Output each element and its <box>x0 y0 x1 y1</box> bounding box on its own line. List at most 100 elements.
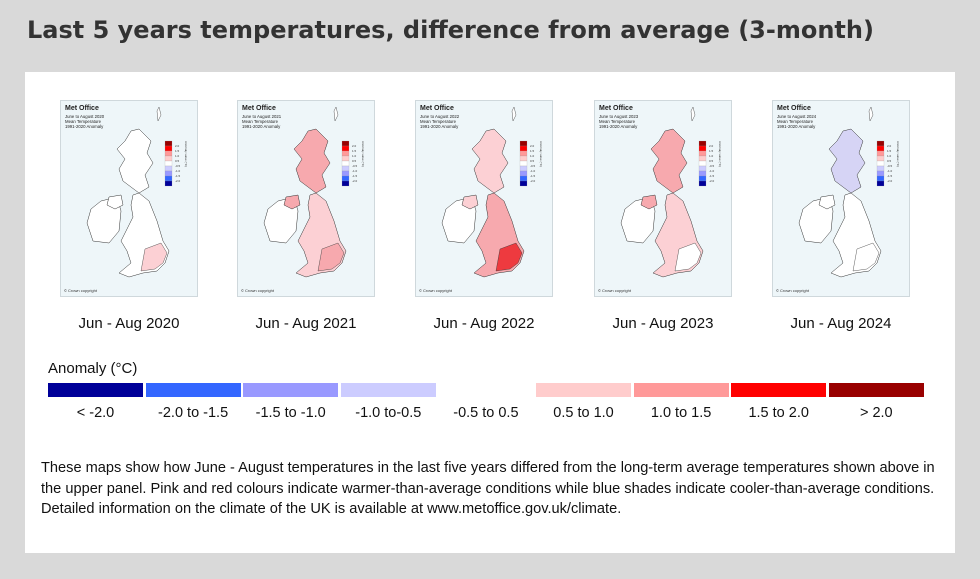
shetland-islands <box>690 106 696 122</box>
colorbar-tick: 2.0 <box>530 144 535 148</box>
colorbar-segment <box>341 160 350 167</box>
page-title: Last 5 years temperatures, difference fr… <box>27 16 874 44</box>
colorbar-segment <box>519 165 528 172</box>
colorbar-tick: -1.0 <box>175 169 181 173</box>
colorbar-tick: -1.0 <box>352 169 358 173</box>
colorbar-segment <box>876 165 885 172</box>
colorbar-tick: -0.5 <box>352 164 358 168</box>
south-east-region <box>317 242 345 272</box>
colorbar-tick: 2.0 <box>709 144 714 148</box>
colorbar-tick: 1.0 <box>887 154 892 158</box>
colorbar-segment <box>876 140 885 147</box>
colorbar-segment <box>876 170 885 177</box>
colorbar-segment <box>341 175 350 182</box>
shetland-islands <box>511 106 517 122</box>
northern-ireland-region <box>461 194 479 210</box>
colorbar-label: Anomaly value (°C) <box>896 141 900 167</box>
anomaly-map-1: 2.0 1.5 1.0 0.5 -0.5 -1.0 -1.5 -2.0 Anomaly val… <box>60 100 198 297</box>
legend-label: 1.0 to 1.5 <box>650 405 712 421</box>
infographic-panel: Anomaly (°C) < -2.0 -2.0 to -1.5 -1.5 to -… <box>25 72 955 553</box>
legend-swatch <box>438 383 534 397</box>
map-header: June to August 2023 Mean Temperature 1991-… <box>599 114 639 129</box>
colorbar-tick: -2.0 <box>887 179 893 183</box>
anomaly-map-5: 2.0 1.5 1.0 0.5 -0.5 -1.0 -1.5 -2.0 Anomaly val… <box>772 100 910 297</box>
legend-label: 1.5 to 2.0 <box>748 405 809 421</box>
colorbar-segment <box>341 170 350 177</box>
colorbar-segment <box>876 160 885 167</box>
colorbar-segment <box>164 150 173 157</box>
colorbar-tick: 1.5 <box>709 149 714 153</box>
colorbar-segment <box>698 180 707 187</box>
anomaly-map-4: 2.0 1.5 1.0 0.5 -0.5 -1.0 -1.5 -2.0 Anomaly val… <box>594 100 732 297</box>
colorbar-segment <box>164 165 173 172</box>
map-caption: Jun - Aug 2024 <box>790 315 892 332</box>
legend-label: < -2.0 <box>76 405 115 421</box>
met-office-logo: Met Office <box>242 105 276 112</box>
south-east-region <box>140 242 168 272</box>
description-text: These maps show how June - August temper… <box>41 460 935 517</box>
legend-swatch <box>340 383 436 397</box>
colorbar-tick: -0.5 <box>175 164 181 168</box>
colorbar-segment <box>341 145 350 152</box>
colorbar-segment <box>698 155 707 162</box>
legend-label: -2.0 to -1.5 <box>158 405 229 421</box>
legend-title: Anomaly (°C) <box>48 360 138 377</box>
copyright-text: © Crown copyright <box>776 288 809 293</box>
colorbar-tick: -2.0 <box>175 179 181 183</box>
colorbar-tick: -2.0 <box>352 179 358 183</box>
colorbar-segment <box>164 140 173 147</box>
colorbar-tick: 1.0 <box>175 154 180 158</box>
colorbar-segment <box>698 150 707 157</box>
map-header: June to August 2024 Mean Temperature 1991-… <box>777 114 817 129</box>
colorbar-tick: 0.5 <box>530 159 535 163</box>
scotland-region <box>650 128 688 194</box>
colorbar-segment <box>519 145 528 152</box>
legend-swatch <box>536 383 631 397</box>
colorbar-segment <box>698 140 707 147</box>
colorbar-segment <box>876 175 885 182</box>
northern-ireland-region <box>818 194 836 210</box>
legend-swatch <box>731 383 827 397</box>
colorbar-segment <box>519 180 528 187</box>
colorbar-segment <box>876 180 885 187</box>
south-east-region <box>852 242 880 272</box>
met-office-logo: Met Office <box>65 105 99 112</box>
colorbar-tick: -1.0 <box>887 169 893 173</box>
scotland-region <box>116 128 154 194</box>
colorbar-segment <box>341 180 350 187</box>
scotland-region <box>293 128 331 194</box>
colorbar-segment <box>341 155 350 162</box>
anomaly-map-2: 2.0 1.5 1.0 0.5 -0.5 -1.0 -1.5 -2.0 Anomaly val… <box>237 100 375 297</box>
colorbar-tick: 1.0 <box>709 154 714 158</box>
legend-label: -0.5 to 0.5 <box>453 405 519 421</box>
copyright-text: © Crown copyright <box>64 288 97 293</box>
colorbar-tick: 2.0 <box>887 144 892 148</box>
map-header: June to August 2022 Mean Temperature 1991-… <box>420 114 460 129</box>
colorbar-segment <box>519 160 528 167</box>
colorbar-tick: -1.0 <box>709 169 715 173</box>
colorbar-tick: -1.5 <box>709 174 715 178</box>
copyright-text: © Crown copyright <box>419 288 452 293</box>
colorbar-tick: 1.5 <box>352 149 357 153</box>
colorbar-tick: 0.5 <box>175 159 180 163</box>
colorbar-segment <box>698 160 707 167</box>
colorbar-tick: -2.0 <box>530 179 536 183</box>
colorbar-segment <box>164 170 173 177</box>
colorbar-tick: 2.0 <box>175 144 180 148</box>
colorbar-segment <box>164 160 173 167</box>
legend-label: > 2.0 <box>859 405 893 421</box>
legend-swatch <box>48 383 143 397</box>
colorbar-segment <box>341 140 350 147</box>
colorbar-label: Anomaly value (°C) <box>718 141 722 167</box>
northern-ireland-region <box>640 194 658 210</box>
colorbar-tick: 1.5 <box>530 149 535 153</box>
colorbar-tick: 0.5 <box>352 159 357 163</box>
colorbar-tick: -1.5 <box>530 174 536 178</box>
anomaly-map-3: 2.0 1.5 1.0 0.5 -0.5 -1.0 -1.5 -2.0 Anomaly val… <box>415 100 553 297</box>
map-caption: Jun - Aug 2023 <box>612 315 714 332</box>
colorbar-label: Anomaly value (°C) <box>361 141 365 167</box>
colorbar-tick: 2.0 <box>352 144 357 148</box>
colorbar-segment <box>876 145 885 152</box>
met-office-logo: Met Office <box>777 105 811 112</box>
met-office-logo: Met Office <box>420 105 454 112</box>
